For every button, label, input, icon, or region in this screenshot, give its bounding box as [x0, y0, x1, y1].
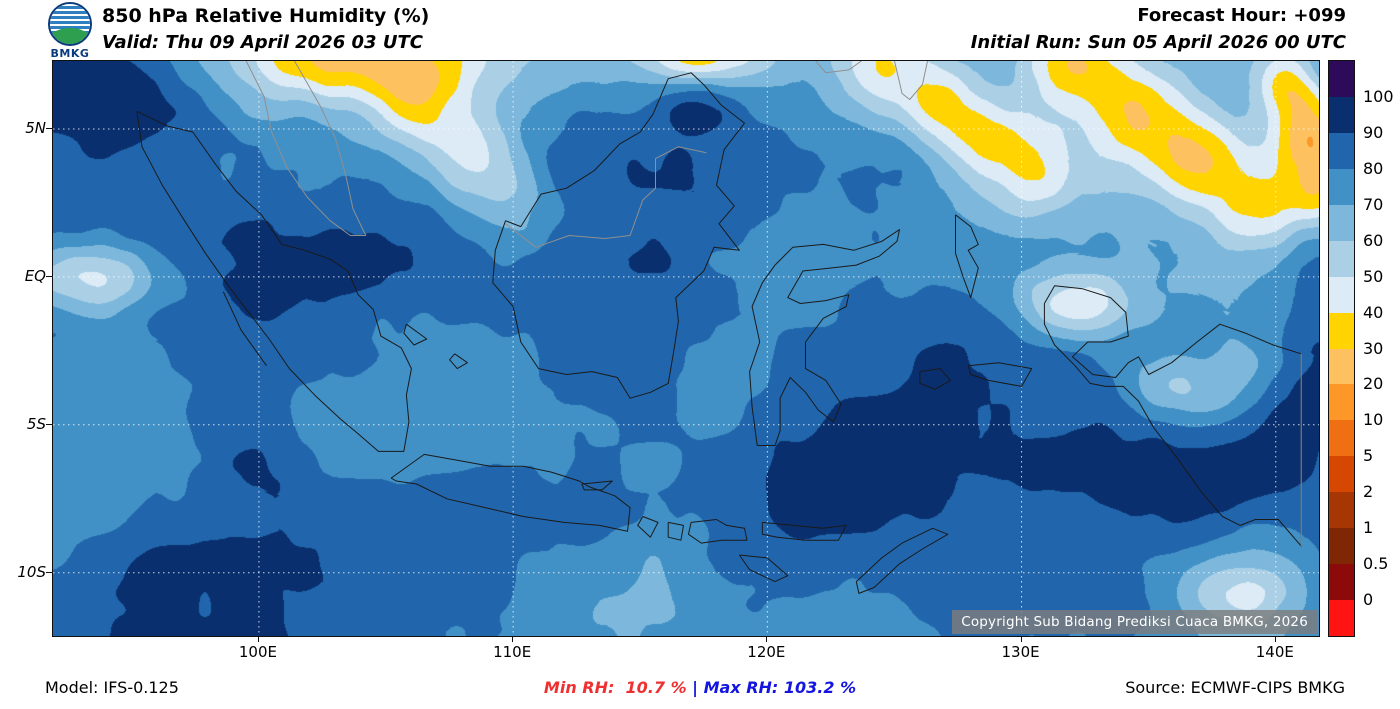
colorbar-segment-10 [1329, 420, 1354, 457]
coastline-grid-overlay [53, 61, 1319, 636]
logo-hill [50, 27, 90, 44]
colorbar-segment-1 [1329, 96, 1354, 133]
min-rh-value: Min RH: 10.7 % [543, 678, 687, 697]
header-left: 850 hPa Relative Humidity (%) Valid: Thu… [102, 5, 429, 53]
max-rh-value: Max RH: 103.2 % [703, 678, 857, 697]
lat-tick [46, 423, 52, 425]
colorbar-segment-3 [1329, 168, 1354, 205]
bmkg-logo-icon [48, 2, 92, 46]
colorbar-label-90: 90 [1363, 122, 1384, 142]
colorbar-segment-4 [1329, 204, 1354, 241]
minmax-separator: | [686, 678, 704, 697]
page-title: 850 hPa Relative Humidity (%) [102, 5, 430, 27]
colorbar-segment-15 [1329, 600, 1354, 636]
border-line [894, 61, 928, 100]
colorbar-label-100: 100 [1363, 86, 1394, 106]
colorbar-segment-12 [1329, 492, 1354, 529]
colorbar-label-1: 1 [1363, 518, 1374, 538]
colorbar-label-20: 20 [1363, 374, 1384, 394]
lat-tick [46, 128, 52, 130]
coastline [492, 72, 745, 399]
lon-label-130E: 130E [1001, 643, 1040, 661]
border-line [505, 146, 707, 248]
colorbar-label-0: 0 [1363, 590, 1374, 610]
colorbar-label-30: 30 [1363, 338, 1384, 358]
coastline [967, 362, 1033, 387]
colorbar-segment-0 [1329, 61, 1354, 97]
source-label: Source: ECMWF-CIPS BMKG [1125, 678, 1345, 697]
colorbar-segment-6 [1329, 276, 1354, 313]
colorbar-label-2: 2 [1363, 482, 1374, 502]
copyright-notice: Copyright Sub Bidang Prediksi Cuaca BMKG… [952, 610, 1317, 634]
coastline [855, 527, 949, 594]
coastline [581, 480, 613, 491]
valid-time: Valid: Thu 09 April 2026 03 UTC [102, 32, 423, 53]
lon-tick [257, 636, 259, 642]
model-label: Model: IFS-0.125 [45, 678, 179, 697]
colorbar-label-5: 5 [1363, 446, 1374, 466]
colorbar-segment-5 [1329, 240, 1354, 277]
lon-label-120E: 120E [747, 643, 786, 661]
colorbar-segment-7 [1329, 312, 1354, 349]
colorbar-segment-11 [1329, 456, 1354, 493]
header-right: Forecast Hour: +099 Initial Run: Sun 05 … [971, 5, 1346, 53]
lon-tick [1020, 636, 1022, 642]
coastline [449, 353, 468, 370]
lat-label-10S: 10S [17, 562, 46, 581]
coastline [919, 368, 951, 390]
lon-label-100E: 100E [238, 643, 277, 661]
border-line [815, 61, 862, 74]
initial-run: Initial Run: Sun 05 April 2026 00 UTC [970, 32, 1346, 53]
coastline [403, 323, 428, 346]
coastline [1043, 285, 1302, 547]
lon-tick [1274, 636, 1276, 642]
coastline [667, 521, 684, 541]
coastline [136, 110, 412, 452]
coastline [390, 453, 631, 532]
coastline [761, 521, 847, 541]
colorbar-label-0.5: 0.5 [1363, 554, 1389, 574]
coastline [749, 229, 900, 446]
forecast-hour: Forecast Hour: +099 [1137, 5, 1346, 26]
lat-label-EQ: EQ [24, 266, 46, 285]
colorbar-segment-2 [1329, 132, 1354, 169]
coastline [738, 554, 789, 583]
bmkg-logo-text: BMKG [50, 47, 90, 60]
lat-label-5N: 5N [25, 119, 46, 138]
border-line [245, 61, 367, 236]
colorbar-label-10: 10 [1363, 410, 1384, 430]
coastline [955, 214, 979, 299]
coastline [222, 291, 267, 366]
colorbar-segment-14 [1329, 564, 1354, 601]
colorbar-segment-9 [1329, 384, 1354, 421]
lat-tick [46, 275, 52, 277]
lon-label-140E: 140E [1255, 643, 1294, 661]
lat-label-5S: 5S [26, 414, 46, 433]
humidity-field-canvas [53, 61, 1319, 636]
colorbar-label-80: 80 [1363, 158, 1384, 178]
coastline [637, 516, 659, 538]
minmax-line: Min RH: 10.7 % | Max RH: 103.2 % [544, 678, 856, 697]
colorbar-label-70: 70 [1363, 194, 1384, 214]
lon-tick [766, 636, 768, 642]
coastline [688, 519, 748, 544]
bmkg-logo: BMKG [42, 2, 98, 60]
colorbar-segment-8 [1329, 348, 1354, 385]
colorbar-label-40: 40 [1363, 302, 1384, 322]
lat-tick [46, 571, 52, 573]
lon-tick [512, 636, 514, 642]
colorbar-label-50: 50 [1363, 266, 1384, 286]
colorbar-segment-13 [1329, 528, 1354, 565]
colorbar-label-60: 60 [1363, 230, 1384, 250]
colorbar [1328, 60, 1355, 637]
map-area: Copyright Sub Bidang Prediksi Cuaca BMKG… [52, 60, 1320, 637]
lon-label-110E: 110E [493, 643, 532, 661]
